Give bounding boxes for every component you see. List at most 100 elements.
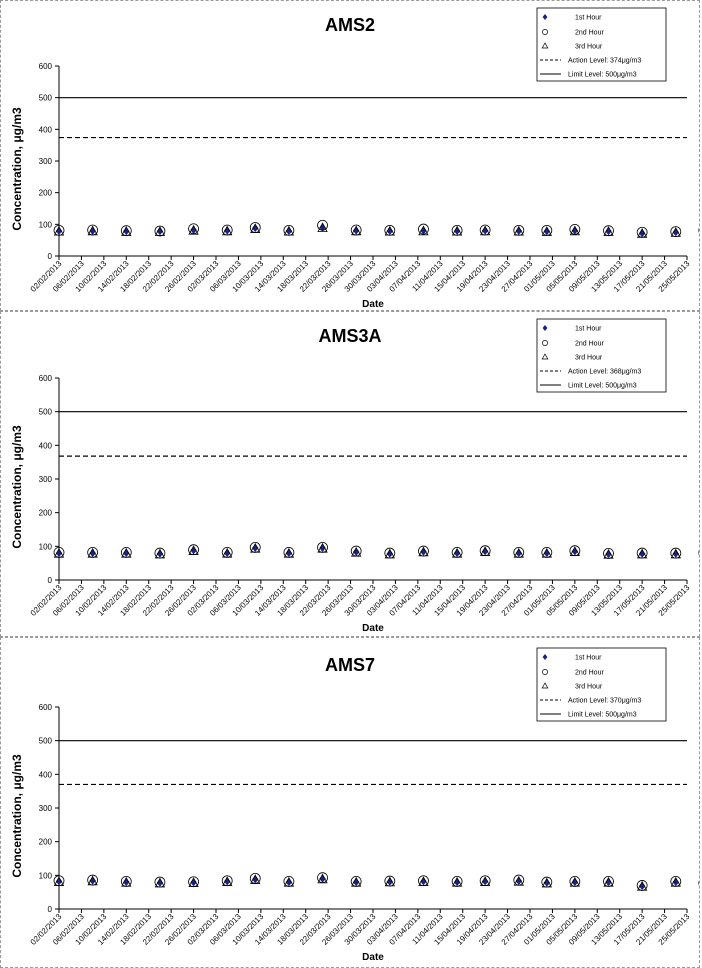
- legend-symbol-3rd-hour: [541, 353, 549, 360]
- data-point-3rd-hour: [317, 873, 328, 884]
- data-point-3rd-hour: [670, 227, 681, 237]
- data-point-1st-hour: [55, 877, 63, 886]
- x-axis-label: Date: [362, 623, 384, 634]
- y-axis-label: Concentration, μg/m3: [10, 107, 24, 231]
- legend-label: Limit Level: 500μg/m3: [568, 383, 637, 390]
- x-axis-label: Date: [362, 952, 384, 963]
- y-tick-label: 600: [39, 703, 53, 712]
- legend-box: [536, 318, 667, 393]
- legend-label: Action Level: 374μg/m3: [568, 58, 641, 65]
- legend-label: 3rd Hour: [575, 355, 603, 362]
- chart-panel-ams3a: AMS3A 0 100 200 300 400 500 600 02/02/2013 06/02/…: [0, 311, 700, 637]
- data-point-3rd-hour: [451, 547, 463, 558]
- data-point-3rd-hour: [188, 545, 199, 555]
- data-point-3rd-hour: [513, 875, 524, 886]
- data-point-3rd-hour: [154, 226, 166, 236]
- data-point-3rd-hour: [250, 874, 261, 884]
- legend-label: 2nd Hour: [575, 30, 604, 37]
- data-point-3rd-hour: [636, 227, 648, 238]
- data-point-3rd-hour: [351, 876, 362, 887]
- data-point-3rd-hour: [250, 223, 261, 233]
- data-point-3rd-hour: [351, 225, 362, 236]
- data-point-1st-hour: [252, 224, 259, 233]
- data-point-3rd-hour: [569, 225, 581, 236]
- y-tick-label: 0: [48, 576, 53, 585]
- data-point-3rd-hour: [603, 548, 614, 559]
- data-point-1st-hour: [190, 878, 197, 887]
- legend-label: 1st Hour: [575, 326, 602, 333]
- data-point-1st-hour: [481, 547, 489, 556]
- legend-symbol-3rd-hour: [541, 682, 549, 689]
- data-point-3rd-hour: [418, 876, 429, 886]
- data-point-2nd-hour: [154, 225, 166, 237]
- y-tick-label: 0: [48, 252, 53, 261]
- data-point-3rd-hour: [418, 225, 429, 236]
- legend-label: 1st Hour: [575, 15, 602, 22]
- data-point-3rd-hour: [384, 225, 395, 236]
- data-point-3rd-hour: [451, 876, 463, 887]
- data-point-3rd-hour: [317, 542, 328, 553]
- data-point-3rd-hour: [87, 225, 98, 236]
- y-tick-label: 100: [39, 542, 53, 551]
- data-point-3rd-hour: [222, 876, 233, 886]
- data-point-1st-hour: [156, 878, 164, 887]
- chart-ams2: AMS2010020030040050060002/02/201306/02/2…: [10, 7, 699, 310]
- data-point-3rd-hour: [283, 547, 295, 558]
- y-tick-label: 600: [39, 374, 53, 383]
- data-point-3rd-hour: [188, 224, 199, 235]
- data-point-3rd-hour: [418, 546, 429, 557]
- data-point-3rd-hour: [53, 547, 65, 558]
- y-tick-label: 0: [48, 905, 53, 914]
- data-point-1st-hour: [156, 549, 164, 558]
- data-point-3rd-hour: [479, 876, 491, 886]
- data-point-1st-hour: [89, 876, 96, 885]
- legend-label: 3rd Hour: [575, 684, 603, 691]
- x-axis-label: Date: [362, 299, 384, 310]
- data-point-3rd-hour: [569, 546, 581, 556]
- data-point-3rd-hour: [154, 877, 166, 888]
- y-tick-label: 300: [39, 804, 53, 813]
- y-tick-label: 300: [39, 475, 53, 484]
- legend-symbol-1st-hour: [542, 14, 548, 20]
- y-tick-label: 400: [39, 441, 53, 450]
- data-point-3rd-hour: [222, 225, 233, 236]
- data-point-3rd-hour: [188, 877, 199, 887]
- data-point-3rd-hour: [603, 876, 614, 887]
- legend-box: [536, 647, 667, 722]
- data-point-1st-hour: [420, 547, 427, 556]
- data-point-3rd-hour: [317, 222, 328, 233]
- data-point-3rd-hour: [283, 225, 295, 236]
- data-point-3rd-hour: [513, 225, 524, 236]
- y-tick-label: 500: [39, 94, 53, 103]
- data-point-3rd-hour: [222, 547, 233, 558]
- y-tick-label: 100: [39, 220, 53, 229]
- y-tick-label: 600: [39, 62, 53, 71]
- data-point-1st-hour: [123, 549, 130, 558]
- data-point-1st-hour: [515, 226, 522, 235]
- legend-box: [536, 7, 667, 82]
- data-point-1st-hour: [672, 228, 679, 237]
- data-point-1st-hour: [672, 878, 679, 887]
- legend-label: 2nd Hour: [575, 341, 604, 348]
- data-point-1st-hour: [515, 877, 522, 886]
- data-point-3rd-hour: [87, 547, 98, 558]
- legend-label: 3rd Hour: [575, 44, 603, 51]
- data-point-3rd-hour: [121, 226, 132, 236]
- data-point-3rd-hour: [283, 876, 295, 887]
- y-tick-label: 200: [39, 838, 53, 847]
- y-tick-label: 400: [39, 770, 53, 779]
- data-point-3rd-hour: [513, 547, 524, 558]
- data-point-1st-hour: [571, 547, 579, 556]
- legend-symbol-2nd-hour: [542, 669, 548, 675]
- y-axis-label: Concentration, μg/m3: [10, 754, 24, 878]
- legend-label: 2nd Hour: [575, 670, 604, 677]
- data-point-3rd-hour: [250, 542, 261, 553]
- data-point-3rd-hour: [670, 548, 681, 559]
- data-point-2nd-hour: [569, 223, 581, 235]
- data-point-3rd-hour: [636, 880, 648, 891]
- data-point-3rd-hour: [87, 875, 98, 886]
- chart-ams3a: AMS3A010020030040050060002/02/201306/02/…: [10, 318, 699, 634]
- y-tick-label: 500: [39, 408, 53, 417]
- data-point-3rd-hour: [479, 546, 491, 556]
- y-tick-label: 100: [39, 871, 53, 880]
